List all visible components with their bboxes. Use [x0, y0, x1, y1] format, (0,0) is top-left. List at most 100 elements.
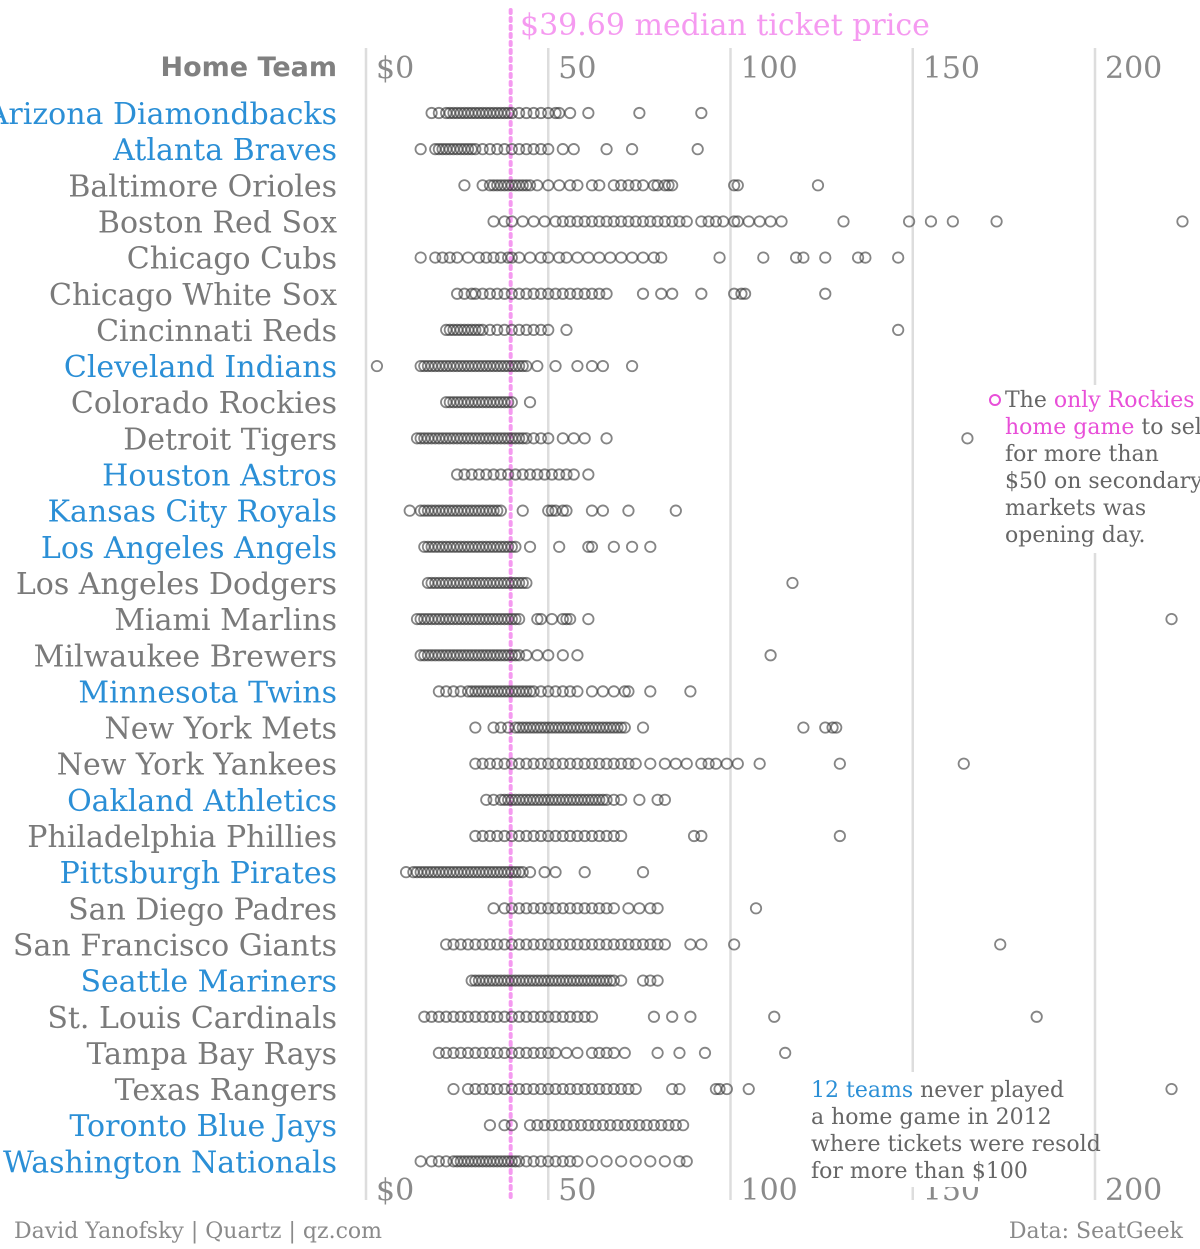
point-22-7 [542, 902, 555, 915]
point-20-20 [615, 829, 628, 843]
point-18-23 [644, 757, 657, 770]
point-26-26 [698, 1046, 712, 1060]
point-15-28 [520, 649, 533, 662]
point-4-24 [636, 251, 650, 264]
x-tick-top-1: 50 [558, 51, 596, 86]
point-23-6 [483, 938, 497, 951]
point-10-17 [582, 468, 595, 481]
point-16-25 [549, 685, 562, 698]
point-18-16 [585, 757, 599, 770]
point-24-42 [644, 974, 657, 987]
point-10-11 [531, 468, 544, 481]
point-26-11 [512, 1046, 526, 1060]
point-18-28 [702, 757, 715, 770]
point-25-4 [447, 1010, 460, 1023]
point-9-38 [961, 432, 974, 445]
point-23-30 [658, 938, 671, 951]
point-0-22 [520, 106, 533, 120]
point-26-16 [549, 1046, 562, 1060]
point-27-23 [622, 1082, 635, 1096]
point-26-27 [779, 1046, 792, 1060]
point-18-31 [731, 757, 744, 770]
point-22-1 [498, 902, 511, 915]
point-25-13 [512, 1010, 526, 1023]
point-18-14 [571, 757, 584, 770]
point-26-22 [607, 1046, 620, 1060]
point-1-19 [520, 143, 533, 156]
point-2-21 [607, 179, 620, 192]
point-27-1 [461, 1082, 475, 1096]
point-16-24 [542, 685, 555, 698]
point-1-20 [527, 143, 540, 156]
point-14-29 [531, 612, 544, 626]
point-11-22 [491, 504, 504, 517]
point-26-6 [476, 1046, 489, 1060]
point-13-28 [786, 576, 799, 590]
point-4-30 [797, 251, 810, 264]
point-3-22 [666, 215, 679, 228]
point-25-17 [542, 1010, 555, 1023]
point-2-20 [593, 179, 606, 192]
point-11-33 [669, 504, 682, 517]
point-13-26 [516, 576, 529, 590]
point-10-14 [553, 468, 566, 481]
point-29-30 [571, 1155, 584, 1168]
point-27-4 [483, 1082, 497, 1096]
point-14-36 [1165, 612, 1178, 626]
point-0-28 [564, 106, 577, 120]
point-5-25 [695, 287, 708, 300]
point-22-12 [578, 902, 591, 915]
point-29-20 [505, 1155, 518, 1168]
point-2-22 [615, 179, 628, 192]
team-label-11: Kansas City Royals [48, 495, 337, 530]
point-0-20 [505, 106, 518, 120]
point-23-9 [505, 938, 518, 951]
point-18-24 [658, 757, 671, 770]
point-4-1 [429, 251, 442, 264]
point-18-15 [578, 757, 591, 770]
point-3-21 [658, 215, 671, 228]
point-22-17 [622, 902, 635, 915]
point-26-12 [520, 1046, 533, 1060]
team-label-9: Detroit Tigers [123, 422, 337, 457]
point-26-24 [651, 1046, 664, 1060]
point-25-26 [684, 1010, 697, 1023]
point-17-32 [611, 721, 624, 734]
point-14-35 [582, 612, 595, 626]
point-24-43 [651, 974, 664, 987]
point-22-14 [593, 902, 606, 915]
point-1-12 [469, 143, 482, 156]
point-16-1 [440, 685, 453, 698]
point-5-13 [542, 287, 555, 300]
point-1-23 [556, 143, 569, 156]
point-27-0 [447, 1082, 460, 1096]
point-27-14 [556, 1082, 569, 1096]
point-16-32 [618, 685, 631, 698]
point-6-12 [491, 323, 504, 336]
point-6-18 [534, 323, 548, 336]
rockies-annotation: The only Rockies home game to sell for m… [980, 385, 1200, 553]
point-28-10 [574, 1119, 588, 1132]
point-28-7 [553, 1119, 566, 1132]
point-29-37 [673, 1155, 686, 1168]
point-28-8 [560, 1119, 573, 1132]
point-2-18 [571, 179, 584, 192]
point-18-4 [498, 757, 511, 770]
point-0-29 [582, 106, 595, 120]
point-4-3 [443, 251, 456, 264]
point-16-30 [596, 685, 610, 698]
point-27-2 [469, 1082, 482, 1096]
point-22-5 [527, 902, 540, 915]
point-12-27 [553, 540, 566, 553]
point-29-1 [425, 1155, 438, 1168]
point-9-31 [527, 432, 540, 445]
point-1-24 [567, 143, 580, 156]
point-4-32 [851, 251, 865, 264]
point-27-8 [512, 1082, 526, 1096]
point-28-1 [498, 1119, 511, 1132]
point-15-32 [571, 649, 584, 662]
point-18-3 [491, 757, 504, 770]
point-2-25 [636, 179, 650, 192]
point-3-37 [924, 215, 938, 228]
point-28-9 [567, 1119, 580, 1132]
